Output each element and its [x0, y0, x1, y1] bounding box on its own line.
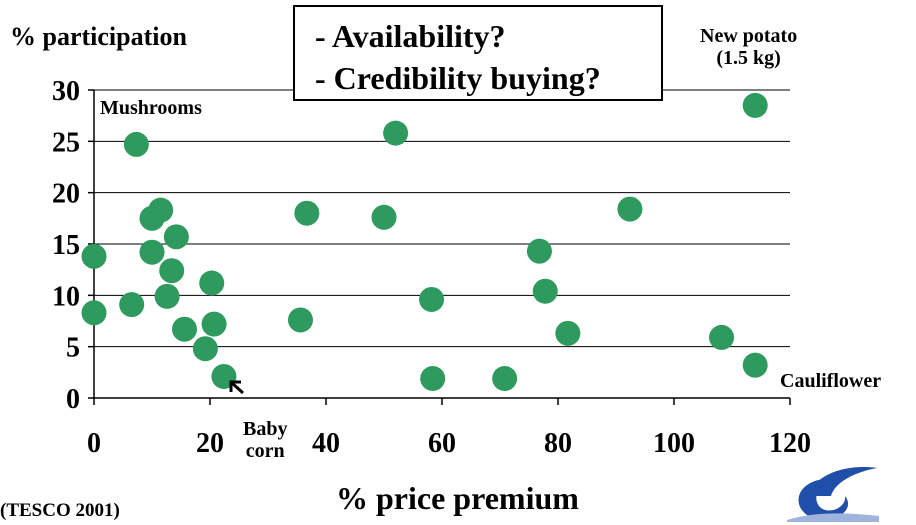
data-point-0-8: [159, 258, 185, 284]
data-point-0-24: [555, 320, 581, 346]
data-point-0-2: [119, 292, 145, 318]
y-tick-label-0: 0: [66, 384, 80, 415]
data-point-0-5: [139, 239, 165, 265]
annotation-baby-corn: Baby corn: [243, 418, 287, 462]
grid-lines: [94, 89, 790, 348]
axes: [88, 89, 791, 405]
annotation-baby-corn-line2: corn: [245, 440, 285, 462]
x-tick-label-100: 100: [653, 428, 695, 459]
data-point-0-20: [420, 365, 446, 391]
data-point-0-0: [81, 300, 107, 326]
annotation-mushrooms: Mushrooms: [100, 97, 202, 119]
y-tick-label-20: 20: [52, 179, 80, 210]
y-tick-label-30: 30: [52, 76, 80, 107]
x-axis-label: % price premium: [336, 480, 579, 516]
data-point-0-6: [148, 197, 174, 223]
y-tick-label-10: 10: [52, 281, 80, 312]
tick-labels: 0 5 10 15 20 25 30 0 20 40 60 80 100 120: [52, 76, 811, 459]
x-tick-label-40: 40: [312, 428, 340, 459]
annotation-new-potato-line1: New potato: [700, 25, 798, 47]
arrow-up-left-icon: [229, 380, 245, 395]
data-point-0-16: [294, 200, 320, 226]
y-axis-label: % participation: [10, 22, 187, 51]
annotation-new-potato-line2: (1.5 kg): [716, 47, 781, 69]
y-tick-label-25: 25: [52, 127, 80, 158]
annotation-cauliflower: Cauliflower: [780, 370, 882, 392]
data-point-0-18: [383, 120, 409, 146]
data-point-0-15: [287, 307, 313, 333]
data-point-0-21: [492, 365, 518, 391]
data-point-0-27: [742, 92, 768, 118]
data-point-0-25: [617, 196, 643, 222]
callout-box: - Availability? - Credibility buying?: [293, 5, 663, 101]
eu-framework-logo-icon: [787, 467, 879, 522]
data-point-0-26: [709, 324, 735, 350]
data-point-0-19: [419, 286, 445, 312]
annotation-new-potato: New potato (1.5 kg): [700, 25, 797, 69]
y-tick-label-15: 15: [52, 230, 80, 261]
data-point-0-3: [123, 131, 149, 157]
x-tick-label-60: 60: [428, 428, 456, 459]
data-point-0-11: [192, 336, 218, 362]
x-tick-label-120: 120: [769, 428, 811, 459]
annotation-baby-corn-line1: Baby: [243, 418, 288, 440]
x-tick-label-0: 0: [87, 428, 101, 459]
y-tick-label-5: 5: [66, 333, 80, 364]
source-note: (TESCO 2001): [0, 500, 120, 521]
data-point-0-10: [171, 316, 197, 342]
data-point-0-13: [201, 311, 227, 337]
data-point-0-17: [371, 204, 397, 230]
data-points: [81, 92, 768, 391]
data-point-0-23: [532, 278, 558, 304]
data-point-0-28: [742, 352, 768, 378]
data-point-0-1: [81, 243, 107, 269]
callout-line-credibility: - Credibility buying?: [315, 60, 601, 96]
x-tick-label-20: 20: [196, 428, 224, 459]
data-point-0-7: [154, 283, 180, 309]
data-point-0-9: [163, 224, 189, 250]
data-point-0-22: [526, 238, 552, 264]
x-tick-label-80: 80: [544, 428, 572, 459]
data-point-0-12: [199, 270, 225, 296]
callout-line-availability: - Availability?: [315, 18, 506, 54]
